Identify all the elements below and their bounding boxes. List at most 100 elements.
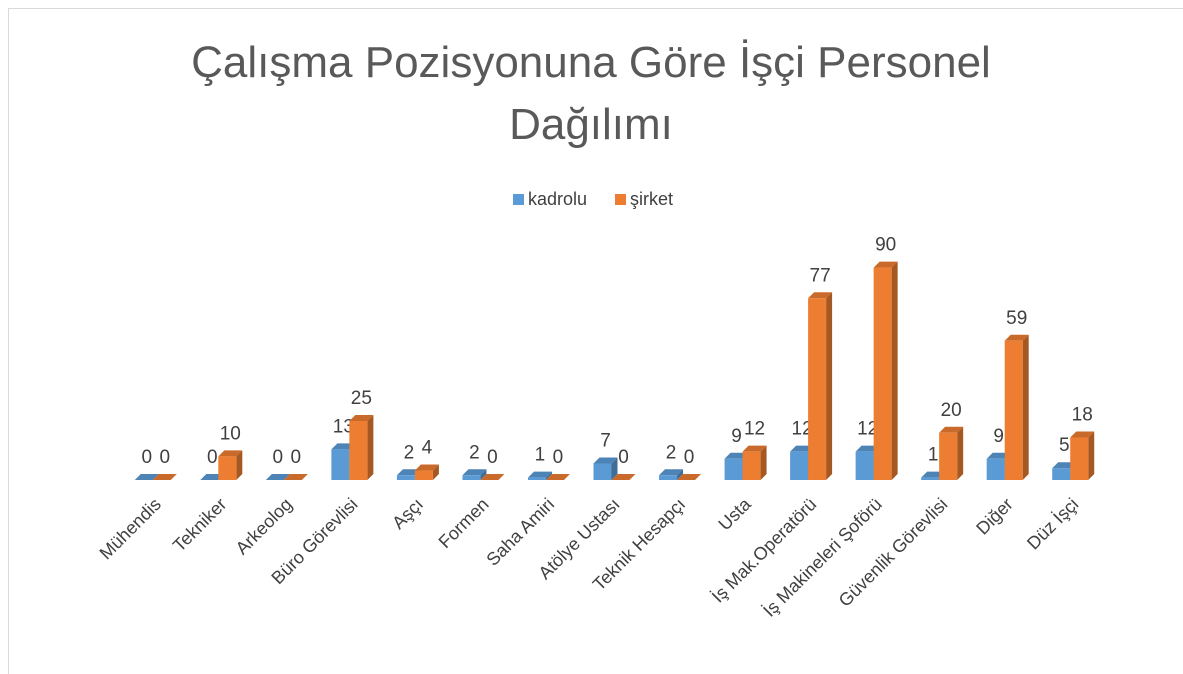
data-label: 0 — [487, 447, 498, 468]
data-label: 9 — [993, 426, 1004, 447]
bar — [790, 451, 809, 480]
bar — [462, 475, 481, 480]
legend-label: kadrolu — [528, 189, 587, 209]
x-tick-label: Diğer — [972, 494, 1017, 539]
bar — [724, 458, 743, 480]
x-tick-label: Arkeolog — [232, 494, 296, 558]
bar-top — [349, 415, 374, 421]
bar — [873, 267, 892, 480]
legend-swatch — [513, 194, 524, 205]
bar — [1004, 340, 1023, 480]
data-label: 18 — [1072, 405, 1093, 426]
data-label: 0 — [553, 447, 564, 468]
bar-side — [367, 415, 374, 480]
bar — [939, 432, 958, 480]
data-label: 12 — [792, 419, 813, 440]
bar-top — [527, 471, 552, 478]
data-label: 0 — [618, 447, 629, 468]
bar-top — [480, 474, 505, 480]
bar — [742, 451, 761, 480]
bar-top — [742, 445, 767, 452]
bar — [414, 470, 433, 480]
bar-top — [611, 474, 636, 480]
x-tick-label: Mühendis — [96, 494, 165, 563]
data-label: 1 — [535, 445, 546, 466]
bar-top — [265, 474, 290, 480]
data-label: 0 — [291, 447, 302, 468]
data-label: 2 — [666, 442, 677, 463]
bar — [349, 421, 368, 480]
chart-title: Çalışma Pozisyonuna Göre İşçi Personel D… — [191, 38, 991, 149]
bar-top — [659, 469, 684, 476]
bar-top — [808, 292, 833, 299]
data-label: 0 — [684, 447, 695, 468]
bar-side — [760, 445, 767, 480]
bar — [527, 477, 546, 480]
bar-side — [1022, 334, 1029, 480]
data-label: 9 — [731, 426, 742, 447]
bar — [808, 298, 827, 480]
bar-top — [414, 464, 439, 471]
bar-side — [545, 471, 552, 480]
bar-side — [236, 450, 243, 480]
x-tick-label: Tekniker — [169, 494, 231, 556]
bar — [659, 475, 678, 480]
bar-side — [826, 292, 833, 480]
bar-top — [1004, 334, 1029, 341]
data-label: 59 — [1006, 308, 1027, 329]
bar — [593, 463, 612, 480]
chart-frame — [8, 8, 1183, 674]
bar-side — [957, 426, 964, 480]
bar — [986, 458, 1005, 480]
data-label: 2 — [404, 442, 415, 463]
data-label: 90 — [875, 235, 896, 256]
bar-top — [134, 474, 159, 480]
data-label: 4 — [422, 438, 433, 459]
bar — [921, 477, 940, 480]
data-label: 20 — [941, 400, 962, 421]
data-label: 0 — [141, 447, 152, 468]
data-label: 0 — [159, 447, 170, 468]
bar-side — [611, 457, 618, 480]
bar-top — [593, 457, 618, 464]
bar-top — [1070, 431, 1095, 438]
bar-top — [677, 474, 702, 480]
data-label: 1 — [928, 445, 939, 466]
data-label: 77 — [810, 265, 831, 286]
x-tick-label: İş Makineleri Şoförü — [759, 494, 886, 621]
data-label: 2 — [469, 442, 480, 463]
data-label: 7 — [600, 430, 611, 451]
bar-top — [152, 474, 177, 480]
data-label: 12 — [744, 419, 765, 440]
x-tick-label: Formen — [435, 494, 493, 552]
data-label: 12 — [857, 419, 878, 440]
bar-top — [939, 426, 964, 433]
bar-side — [480, 469, 487, 480]
x-tick-label: Güvenlik Görevlisi — [835, 494, 952, 611]
bar — [396, 475, 415, 480]
bar — [855, 451, 874, 480]
bar-top — [462, 469, 487, 476]
bar — [1070, 437, 1089, 480]
data-label: 25 — [351, 388, 372, 409]
data-label: 0 — [207, 447, 218, 468]
bar-top — [545, 474, 570, 480]
bar-side — [891, 261, 898, 480]
data-label: 13 — [333, 416, 354, 437]
bar-side — [432, 464, 439, 480]
bar — [218, 456, 237, 480]
bar — [1052, 468, 1071, 480]
x-tick-label: Düz İşçi — [1023, 494, 1082, 553]
legend-swatch — [615, 194, 626, 205]
bar — [331, 449, 350, 480]
data-label: 10 — [220, 423, 241, 444]
bar-top — [873, 261, 898, 268]
legend-label: şirket — [630, 189, 673, 209]
bar-side — [677, 469, 684, 480]
bar-side — [1088, 431, 1095, 480]
x-tick-label: Aşçı — [388, 494, 427, 533]
x-tick-label: Usta — [714, 493, 755, 534]
bar-top — [218, 450, 243, 457]
